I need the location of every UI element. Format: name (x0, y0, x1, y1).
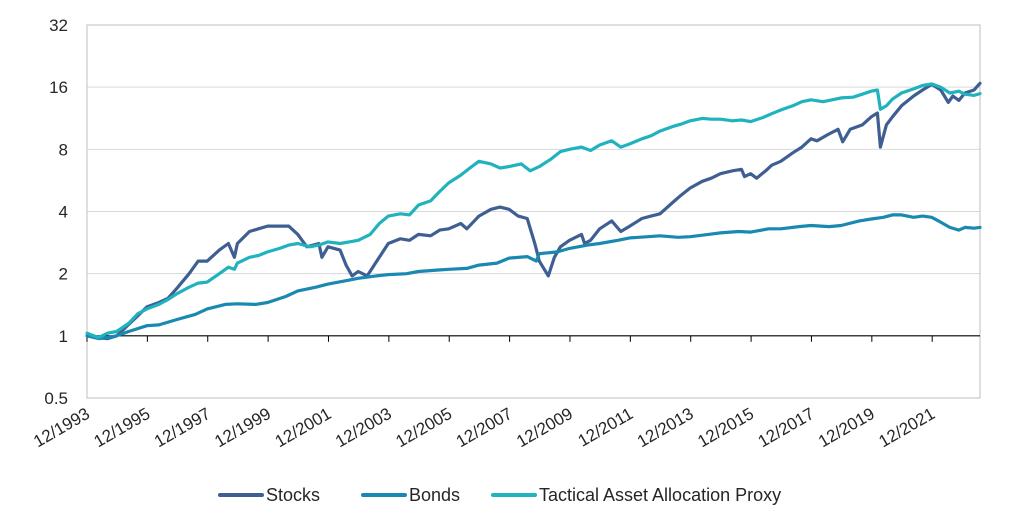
series-line-bonds (85, 213, 982, 341)
y-tick-label: 16 (49, 78, 68, 97)
y-tick-label: 32 (49, 16, 68, 35)
x-axis-ticks: 12/199312/199512/199712/199912/200112/20… (30, 335, 938, 451)
plot-border (86, 24, 981, 399)
x-tick-label: 12/2013 (634, 404, 697, 451)
series-lines (85, 81, 982, 341)
x-tick-label: 12/2007 (453, 404, 516, 451)
legend-label-stocks: Stocks (266, 485, 320, 505)
x-tick-label: 12/2019 (815, 404, 878, 451)
x-tick-label: 12/2021 (875, 404, 938, 451)
y-tick-label: 1 (59, 327, 68, 346)
x-tick-label: 12/2003 (332, 404, 395, 451)
x-tick-label: 12/1997 (151, 404, 214, 451)
gridlines (87, 24, 980, 399)
x-tick-label: 12/2011 (575, 404, 637, 451)
y-axis-ticks: 0.5 1 2 4 8 16 32 (44, 16, 68, 408)
legend-label-tactical-asset-allocation-proxy: Tactical Asset Allocation Proxy (539, 485, 781, 505)
legend-label-bonds: Bonds (409, 485, 460, 505)
x-tick-label: 12/1995 (91, 404, 154, 451)
x-tick-label: 12/1999 (211, 404, 274, 451)
y-tick-label: 8 (59, 140, 68, 159)
axes (86, 24, 981, 399)
x-tick-label: 12/2005 (393, 404, 456, 451)
x-tick-label: 12/2017 (755, 404, 818, 451)
x-tick-label: 12/1993 (30, 404, 93, 451)
x-tick-label: 12/2001 (272, 404, 335, 451)
x-tick-label: 12/2009 (513, 404, 576, 451)
series-line-stocks (85, 81, 982, 341)
y-tick-label: 4 (59, 203, 68, 222)
y-tick-label: 2 (59, 265, 68, 284)
series-line-tactical-asset-allocation-proxy (85, 82, 982, 340)
y-tick-label: 0.5 (44, 389, 68, 408)
legend: Stocks Bonds Tactical Asset Allocation Pro… (218, 485, 781, 505)
x-tick-label: 12/2015 (694, 404, 757, 451)
